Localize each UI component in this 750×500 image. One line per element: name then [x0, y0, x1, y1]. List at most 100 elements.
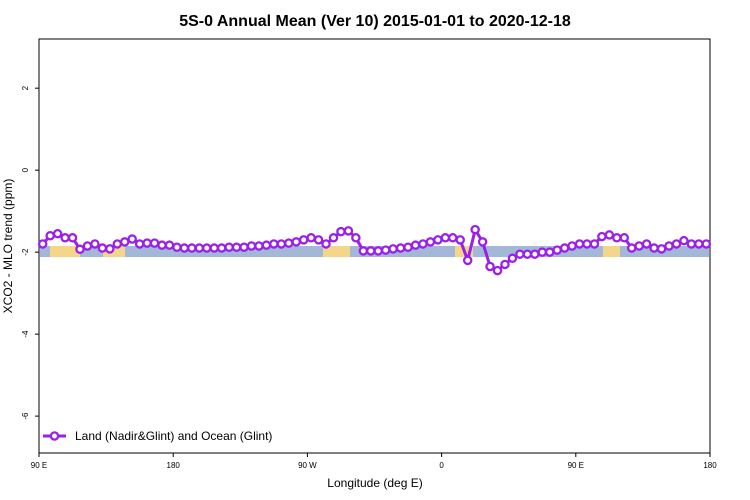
data-point [142, 238, 152, 248]
data-point [433, 235, 443, 245]
data-point [403, 242, 413, 252]
data-point [45, 231, 55, 241]
data-point [440, 233, 451, 243]
data-point [298, 235, 309, 245]
data-point [90, 239, 100, 249]
data-point [641, 239, 652, 249]
data-point [694, 239, 704, 249]
data-point [559, 243, 570, 253]
data-point [522, 249, 533, 259]
data-point [261, 240, 272, 250]
data-point [418, 239, 428, 249]
data-point [239, 242, 249, 252]
data-point [671, 239, 682, 249]
data-point [306, 233, 316, 243]
data-point [656, 244, 667, 254]
data-point [276, 239, 287, 249]
data-point [313, 235, 324, 245]
data-point [75, 244, 85, 255]
y-axis: 2 0 -2 -4 -6 [21, 85, 39, 420]
chart-title: 5S-0 Annual Mean (Ver 10) 2015-01-01 to … [179, 13, 571, 30]
data-point [358, 246, 369, 256]
data-point [567, 241, 577, 251]
data-point [179, 243, 190, 253]
data-point [201, 243, 212, 253]
land-band [103, 246, 125, 258]
data-point [515, 249, 525, 259]
data-point [284, 238, 294, 248]
data-point [552, 245, 562, 255]
data-point [492, 265, 503, 276]
data-point [612, 233, 622, 243]
data-point [52, 228, 63, 239]
data-point [507, 253, 518, 264]
data-point [149, 238, 160, 248]
data-point [686, 239, 697, 249]
data-point [544, 247, 555, 257]
data-point [164, 240, 175, 250]
data-point [701, 239, 712, 249]
x-axis: 90 E 180 90 W 0 90 E 180 [31, 453, 717, 470]
data-point [582, 239, 592, 249]
data-point [589, 239, 600, 249]
data-point [336, 226, 346, 237]
data-point [597, 231, 607, 242]
data-point [157, 240, 167, 250]
y-tick-label: 2 [21, 85, 30, 90]
data-point [679, 235, 689, 246]
data-point [500, 259, 510, 270]
data-point [537, 247, 548, 257]
land-band [50, 246, 80, 258]
data-point [477, 237, 488, 247]
data-point [455, 235, 465, 245]
data-point [231, 242, 242, 252]
x-tick-label: 0 [439, 461, 444, 470]
data-point [119, 237, 130, 247]
x-tick-label: 90 W [298, 461, 317, 470]
data-point [380, 245, 391, 255]
data-point [626, 243, 637, 253]
data-point [82, 241, 93, 251]
data-point [127, 234, 137, 244]
data-point [97, 243, 108, 253]
data-point [269, 239, 279, 249]
legend: Land (Nadir&Glint) and Ocean (Glint) [43, 429, 272, 443]
data-point [60, 233, 70, 243]
data-point [395, 243, 406, 253]
data-point [254, 241, 264, 251]
data-point [664, 241, 674, 251]
x-tick-label: 180 [167, 461, 181, 470]
data-point [194, 243, 205, 253]
data-point [37, 239, 48, 249]
legend-marker [49, 431, 60, 441]
land-band [603, 246, 620, 258]
x-tick-label: 90 E [568, 461, 584, 470]
data-point [246, 241, 257, 251]
data-point [216, 243, 227, 253]
data-point [634, 241, 644, 251]
y-tick-label: 0 [21, 167, 30, 172]
data-point [425, 237, 436, 247]
x-axis-label: Longitude (deg E) [327, 476, 422, 490]
legend-label: Land (Nadir&Glint) and Ocean (Glint) [75, 429, 272, 443]
y-tick-label: -2 [21, 248, 30, 256]
y-tick-label: -4 [21, 330, 30, 338]
land-band [323, 246, 350, 258]
data-point [574, 239, 585, 249]
data-point [328, 233, 339, 243]
data-point [187, 243, 197, 253]
data-point [209, 243, 219, 253]
data-point [366, 246, 376, 256]
data-point [373, 246, 383, 256]
data-point [462, 255, 473, 266]
data-point [470, 224, 480, 235]
data-point [112, 239, 123, 249]
data-point [291, 237, 301, 247]
data-point [321, 239, 331, 249]
data-point [351, 233, 361, 243]
data-point [343, 226, 354, 236]
data-point [649, 243, 659, 253]
data-point [448, 233, 458, 243]
y-tick-label: -6 [21, 412, 30, 420]
